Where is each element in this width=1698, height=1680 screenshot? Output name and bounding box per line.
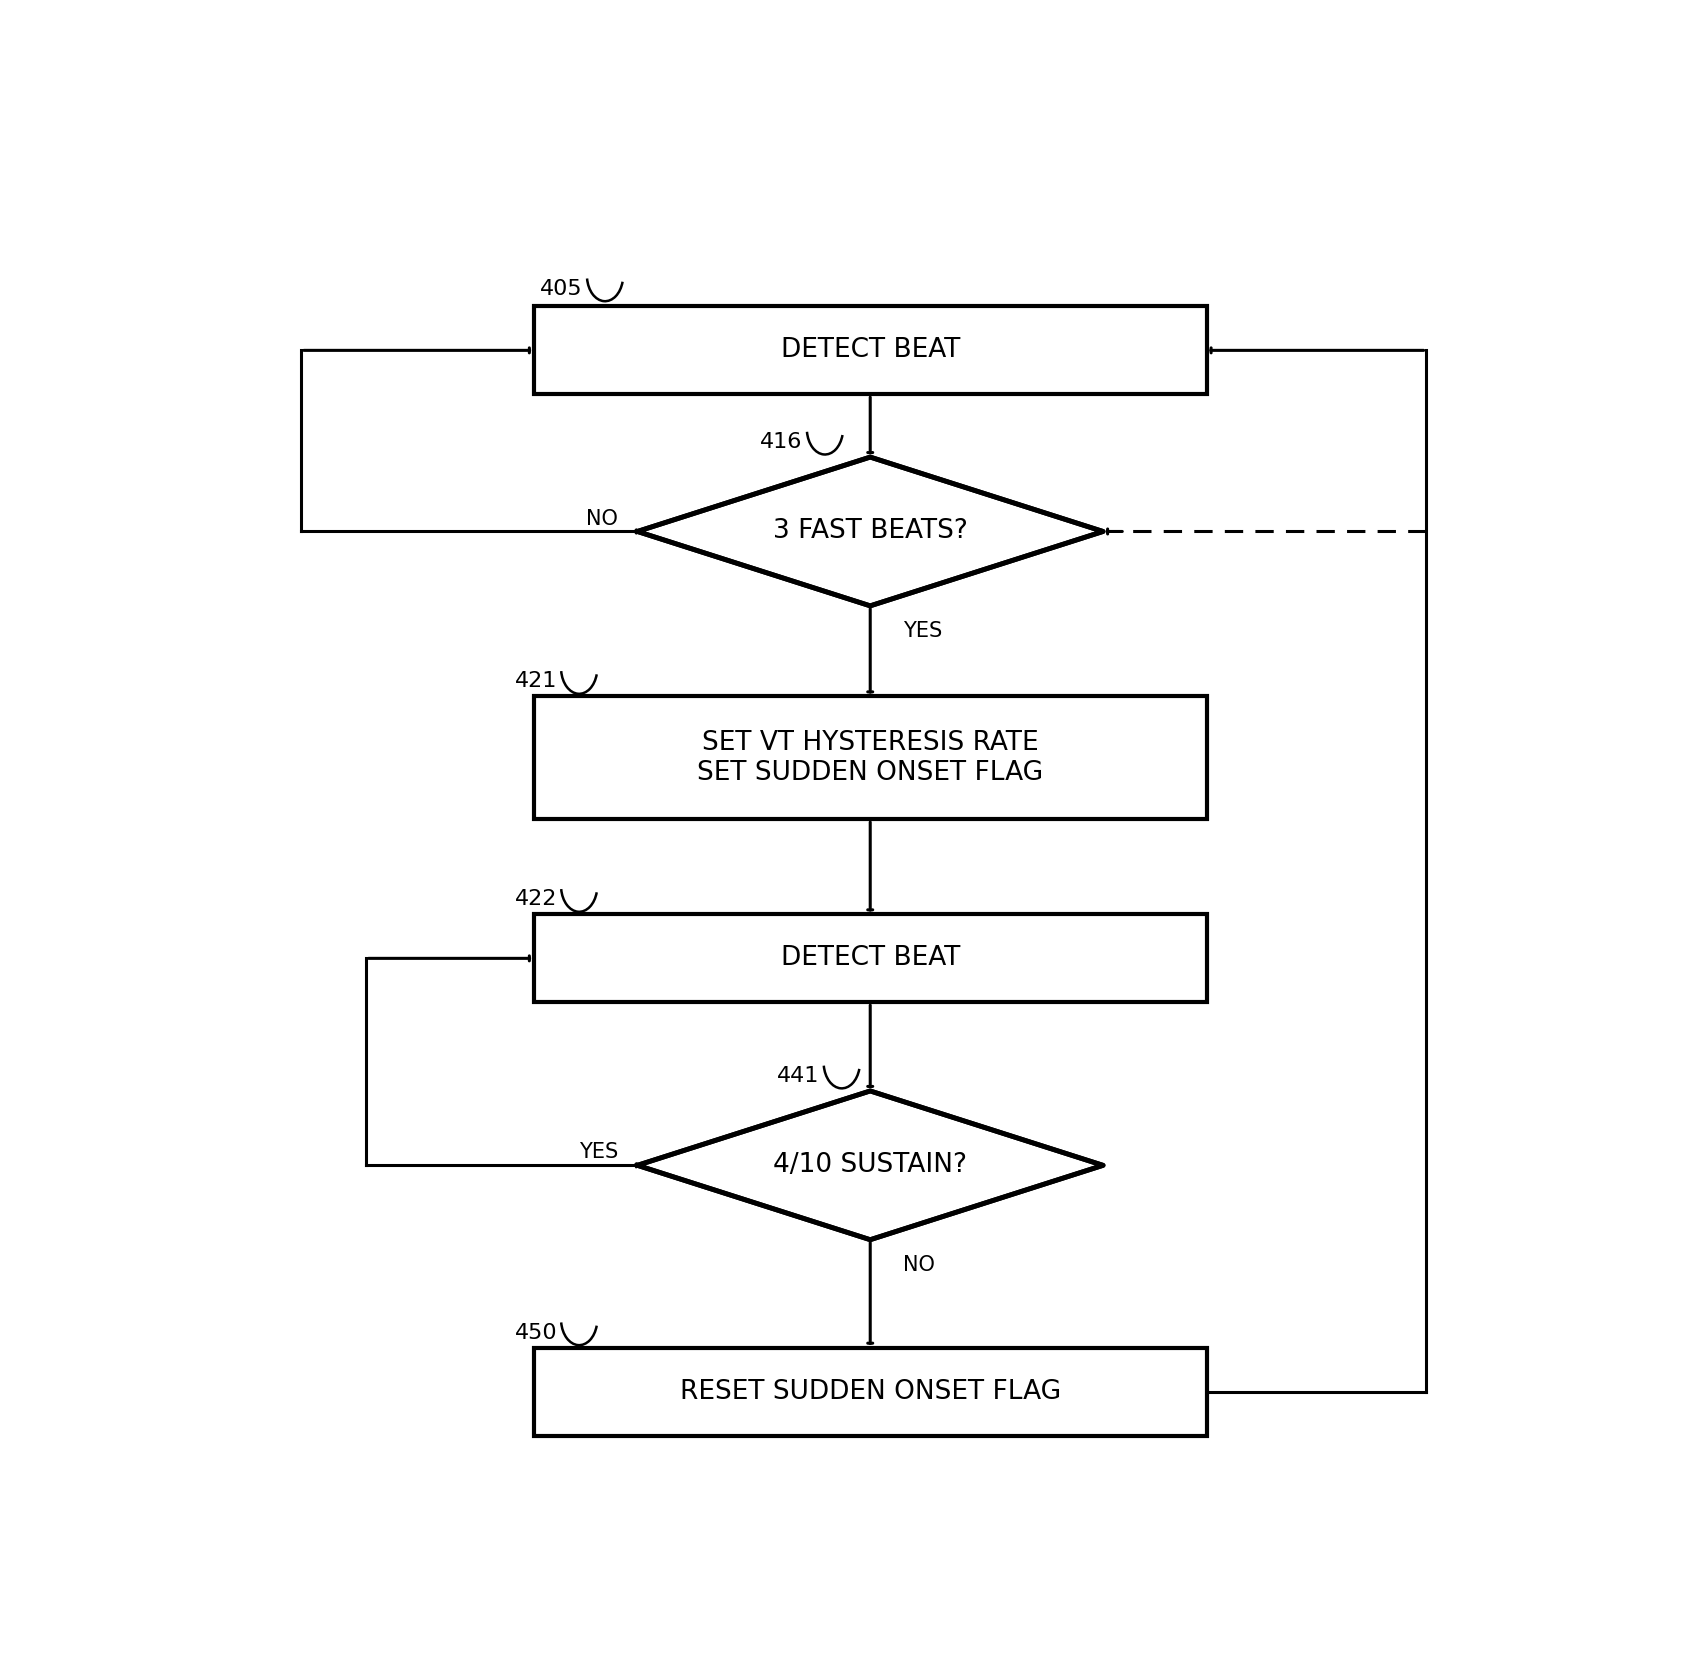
Text: YES: YES <box>579 1142 618 1163</box>
Text: 3 FAST BEATS?: 3 FAST BEATS? <box>773 519 968 544</box>
Text: SET VT HYSTERESIS RATE
SET SUDDEN ONSET FLAG: SET VT HYSTERESIS RATE SET SUDDEN ONSET … <box>698 729 1043 786</box>
Polygon shape <box>637 457 1104 606</box>
Text: RESET SUDDEN ONSET FLAG: RESET SUDDEN ONSET FLAG <box>679 1379 1061 1404</box>
Text: 4/10 SUSTAIN?: 4/10 SUSTAIN? <box>773 1152 968 1178</box>
Bar <box>533 697 1207 820</box>
Text: 421: 421 <box>514 672 557 690</box>
Text: 450: 450 <box>514 1322 557 1342</box>
Text: DETECT BEAT: DETECT BEAT <box>781 946 959 971</box>
Text: YES: YES <box>903 622 942 642</box>
Text: NO: NO <box>903 1255 934 1275</box>
Text: 416: 416 <box>761 432 803 452</box>
Bar <box>533 306 1207 395</box>
Text: 405: 405 <box>540 279 582 299</box>
Text: DETECT BEAT: DETECT BEAT <box>781 338 959 363</box>
Text: 441: 441 <box>778 1065 820 1085</box>
Polygon shape <box>637 1090 1104 1240</box>
Bar <box>533 914 1207 1003</box>
Bar <box>533 1347 1207 1436</box>
Text: 422: 422 <box>514 889 557 909</box>
Text: NO: NO <box>586 509 618 529</box>
